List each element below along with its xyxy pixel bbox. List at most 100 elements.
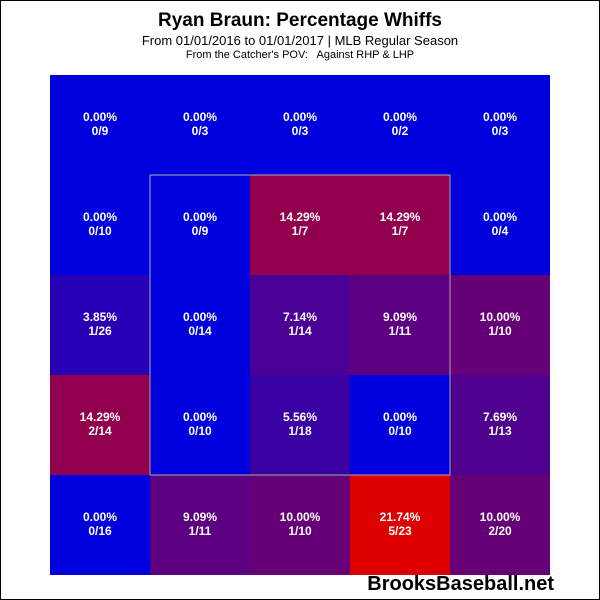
- heatmap-cell-rect: [250, 175, 350, 275]
- heatmap-cell-rect: [350, 475, 450, 575]
- cell-count: 1/7: [292, 224, 309, 238]
- heatmap-cell: 0.00%0/3: [450, 75, 550, 175]
- cell-count: 1/11: [389, 324, 412, 338]
- cell-percentage: 5.56%: [283, 410, 317, 424]
- cell-percentage: 21.74%: [380, 510, 421, 524]
- cell-count: 5/23: [388, 524, 412, 538]
- cell-percentage: 0.00%: [183, 110, 217, 124]
- cell-percentage: 0.00%: [483, 110, 517, 124]
- heatmap-cell: 0.00%0/10: [50, 175, 150, 275]
- heatmap-cell: 0.00%0/3: [150, 75, 250, 175]
- chart-subtitle-pov: From the Catcher's POV: Against RHP & LH…: [185, 49, 415, 61]
- heatmap-cell-rect: [50, 75, 150, 175]
- heatmap-cell: 9.09%1/11: [150, 475, 250, 575]
- cell-count: 0/16: [88, 524, 112, 538]
- heatmap-cell: 0.00%0/2: [350, 75, 450, 175]
- heatmap-cell: 10.00%1/10: [250, 475, 350, 575]
- cell-count: 1/14: [288, 324, 312, 338]
- heatmap-cell: 7.14%1/14: [250, 275, 350, 375]
- cell-percentage: 0.00%: [183, 310, 217, 324]
- cell-count: 0/10: [388, 424, 412, 438]
- heatmap-cell-rect: [350, 275, 450, 375]
- cell-count: 0/9: [192, 224, 209, 238]
- cell-count: 1/11: [189, 524, 212, 538]
- cell-percentage: 10.00%: [280, 510, 321, 524]
- heatmap-cell: 0.00%0/10: [150, 375, 250, 475]
- cell-percentage: 0.00%: [83, 510, 117, 524]
- strike-zone-outline: [149, 174, 451, 476]
- heatmap-cell-rect: [450, 275, 550, 375]
- cell-percentage: 7.14%: [283, 310, 317, 324]
- cell-count: 0/3: [492, 124, 509, 138]
- heatmap-cell: 10.00%1/10: [450, 275, 550, 375]
- cell-percentage: 0.00%: [383, 410, 417, 424]
- cell-count: 0/10: [188, 424, 212, 438]
- chart-title: Ryan Braun: Percentage Whiffs: [158, 10, 442, 31]
- heatmap-cell-rect: [150, 475, 250, 575]
- heatmap-cell-rect: [150, 175, 250, 275]
- cell-count: 0/3: [192, 124, 209, 138]
- heatmap-cell: 9.09%1/11: [350, 275, 450, 375]
- cell-percentage: 10.00%: [480, 310, 521, 324]
- heatmap-cell-rect: [450, 475, 550, 575]
- cell-count: 1/10: [488, 324, 512, 338]
- cell-percentage: 14.29%: [380, 210, 421, 224]
- heatmap-cell-rect: [50, 275, 150, 375]
- heatmap-cell: 0.00%0/14: [150, 275, 250, 375]
- cell-count: 1/26: [88, 324, 112, 338]
- heatmap-cell: 0.00%0/9: [50, 75, 150, 175]
- cell-percentage: 0.00%: [183, 410, 217, 424]
- cell-count: 1/18: [288, 424, 312, 438]
- cell-percentage: 14.29%: [80, 410, 121, 424]
- heatmap-cell: 0.00%0/16: [50, 475, 150, 575]
- heatmap-cell-rect: [450, 175, 550, 275]
- cell-percentage: 0.00%: [83, 210, 117, 224]
- heatmap-cell-rect: [250, 275, 350, 375]
- cell-percentage: 14.29%: [280, 210, 321, 224]
- heatmap-cell: 0.00%0/4: [450, 175, 550, 275]
- cell-count: 2/14: [88, 424, 112, 438]
- heatmap-cell: 14.29%1/7: [250, 175, 350, 275]
- heatmap-cell-rect: [150, 75, 250, 175]
- heatmap-cell-rect: [350, 375, 450, 475]
- cell-count: 0/2: [392, 124, 409, 138]
- heatmap-cell-rect: [50, 375, 150, 475]
- cell-percentage: 10.00%: [480, 510, 521, 524]
- cell-percentage: 7.69%: [483, 410, 517, 424]
- cell-percentage: 0.00%: [483, 210, 517, 224]
- cell-count: 1/7: [392, 224, 409, 238]
- heatmap-cell: 14.29%1/7: [350, 175, 450, 275]
- watermark: BrooksBaseball.net: [367, 573, 554, 595]
- heatmap-cell: 5.56%1/18: [250, 375, 350, 475]
- heatmap-cell-rect: [50, 175, 150, 275]
- cell-percentage: 0.00%: [183, 210, 217, 224]
- heatmap-cell: 0.00%0/3: [250, 75, 350, 175]
- heatmap-cell-rect: [450, 75, 550, 175]
- cell-percentage: 0.00%: [383, 110, 417, 124]
- cell-count: 2/20: [488, 524, 512, 538]
- cell-percentage: 3.85%: [83, 310, 117, 324]
- heatmap-cell: 3.85%1/26: [50, 275, 150, 375]
- cell-count: 0/9: [92, 124, 109, 138]
- cell-count: 0/10: [88, 224, 112, 238]
- cell-percentage: 9.09%: [183, 510, 217, 524]
- heatmap-cell: 7.69%1/13: [450, 375, 550, 475]
- cell-count: 0/14: [188, 324, 212, 338]
- heatmap-cell-rect: [50, 475, 150, 575]
- cell-count: 1/13: [488, 424, 512, 438]
- heatmap-cell: 0.00%0/10: [350, 375, 450, 475]
- heatmap-cell-rect: [250, 475, 350, 575]
- cell-count: 0/3: [292, 124, 309, 138]
- heatmap-cell-rect: [250, 375, 350, 475]
- cell-count: 0/4: [492, 224, 509, 238]
- heatmap-cell: 21.74%5/23: [350, 475, 450, 575]
- cell-percentage: 0.00%: [283, 110, 317, 124]
- chart-subtitle: From 01/01/2016 to 01/01/2017 | MLB Regu…: [141, 33, 459, 48]
- heatmap-cell-rect: [150, 275, 250, 375]
- heatmap-cell: 10.00%2/20: [450, 475, 550, 575]
- heatmap-cell: 14.29%2/14: [50, 375, 150, 475]
- heatmap-cell-rect: [350, 75, 450, 175]
- heatmap-cell-rect: [450, 375, 550, 475]
- heatmap-cell-rect: [150, 375, 250, 475]
- cell-percentage: 9.09%: [383, 310, 417, 324]
